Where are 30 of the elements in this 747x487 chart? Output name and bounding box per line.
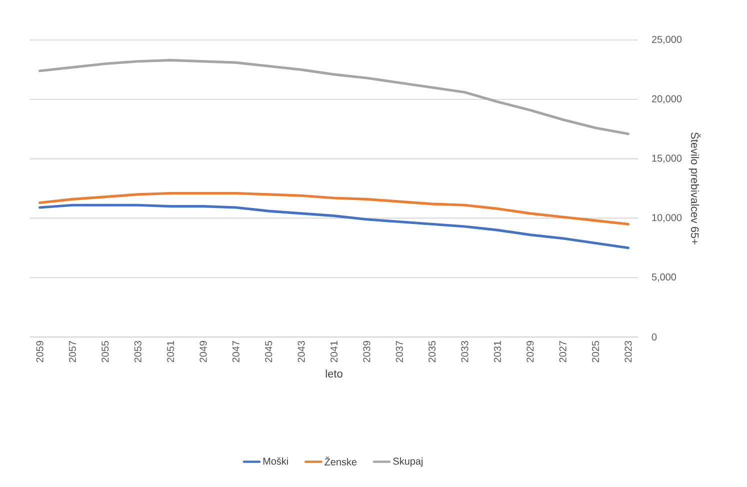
- x-tick-label: 2043: [298, 340, 305, 362]
- x-tick-label: 2059: [36, 340, 44, 362]
- legend-label: Skupaj: [393, 457, 423, 467]
- x-tick-label: 2057: [68, 341, 76, 362]
- y-tick-label: 20,000: [652, 95, 682, 104]
- x-tick-label: 2049: [200, 340, 207, 362]
- x-tick-label: 2033: [461, 340, 468, 362]
- x-tick-label: 2025: [592, 340, 600, 362]
- x-tick-label: 2035: [428, 340, 436, 362]
- x-tick-label: 2045: [265, 340, 272, 362]
- x-tick-label: 2023: [624, 340, 632, 362]
- x-tick-label: 2039: [363, 340, 370, 362]
- x-tick-label: 2041: [330, 341, 338, 362]
- x-tick-label: 2053: [134, 340, 142, 362]
- x-tick-label: 2037: [396, 341, 403, 362]
- legend-label: Moški: [263, 457, 288, 465]
- y-tick-label: 25,000: [652, 36, 682, 44]
- x-tick-label: 2047: [232, 341, 240, 362]
- x-tick-label: 2055: [102, 340, 109, 362]
- y-tick-label: 15,000: [652, 154, 682, 163]
- x-tick-label: 2027: [559, 341, 566, 362]
- x-axis-title: leto: [326, 370, 342, 378]
- legend-label: Ženske: [324, 456, 357, 466]
- y-tick-label: 10,000: [652, 214, 682, 222]
- y-tick-label: 0: [652, 333, 657, 341]
- x-tick-label: 2051: [167, 341, 174, 362]
- x-tick-label: 2031: [494, 341, 501, 362]
- y-tick-label: 5,000: [652, 273, 676, 282]
- x-tick-label: 2029: [526, 340, 534, 362]
- y-axis-title: Število prebivalcev 65+: [688, 132, 701, 244]
